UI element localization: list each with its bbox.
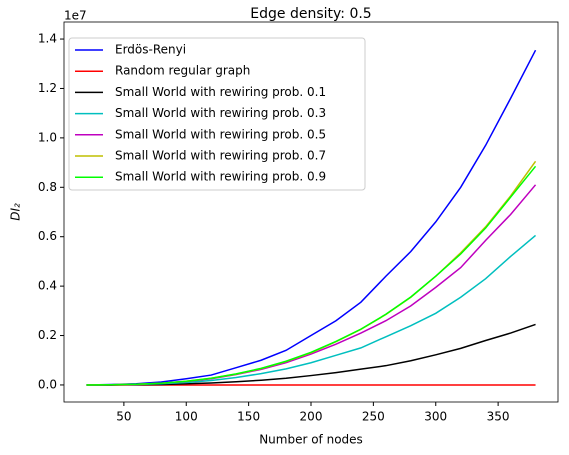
y-tick-label: 1.0 <box>38 130 57 144</box>
y-tick-label: 1.2 <box>38 81 57 95</box>
y-tick-label: 0.2 <box>38 328 57 342</box>
x-axis-label: Number of nodes <box>259 433 363 447</box>
legend-label: Small World with rewiring prob. 0.3 <box>115 106 326 120</box>
legend-box <box>68 37 366 191</box>
series-line <box>86 160 537 386</box>
x-tick-label: 350 <box>487 410 510 424</box>
legend-label: Small World with rewiring prob. 0.9 <box>115 170 326 184</box>
legend-label: Small World with rewiring prob. 0.1 <box>115 85 326 99</box>
legend-label: Erdös-Renyi <box>115 43 186 57</box>
y-tick-label: 1.4 <box>38 32 57 46</box>
x-tick-label: 300 <box>424 410 447 424</box>
y-axis-label: DI₂ <box>9 203 23 221</box>
x-tick-label: 200 <box>300 410 323 424</box>
series-line <box>86 234 537 386</box>
y-tick-label: 0.0 <box>38 377 57 391</box>
series-line <box>86 49 537 386</box>
x-tick-label: 250 <box>362 410 385 424</box>
y-tick-label: 0.4 <box>38 279 57 293</box>
x-tick-label: 50 <box>116 410 131 424</box>
y-tick-label: 0.6 <box>38 229 57 243</box>
legend-label: Small World with rewiring prob. 0.7 <box>115 149 326 163</box>
plot-frame <box>63 21 559 403</box>
x-tick-label: 100 <box>175 410 198 424</box>
legend-label: Random regular graph <box>115 64 250 78</box>
y-tick-label: 0.8 <box>38 180 57 194</box>
chart-title: Edge density: 0.5 <box>250 6 371 22</box>
x-tick-label: 150 <box>237 410 260 424</box>
offset-text: 1e7 <box>64 9 87 23</box>
legend-label: Small World with rewiring prob. 0.5 <box>115 127 326 141</box>
series-line <box>86 165 537 386</box>
series-line <box>86 184 537 386</box>
